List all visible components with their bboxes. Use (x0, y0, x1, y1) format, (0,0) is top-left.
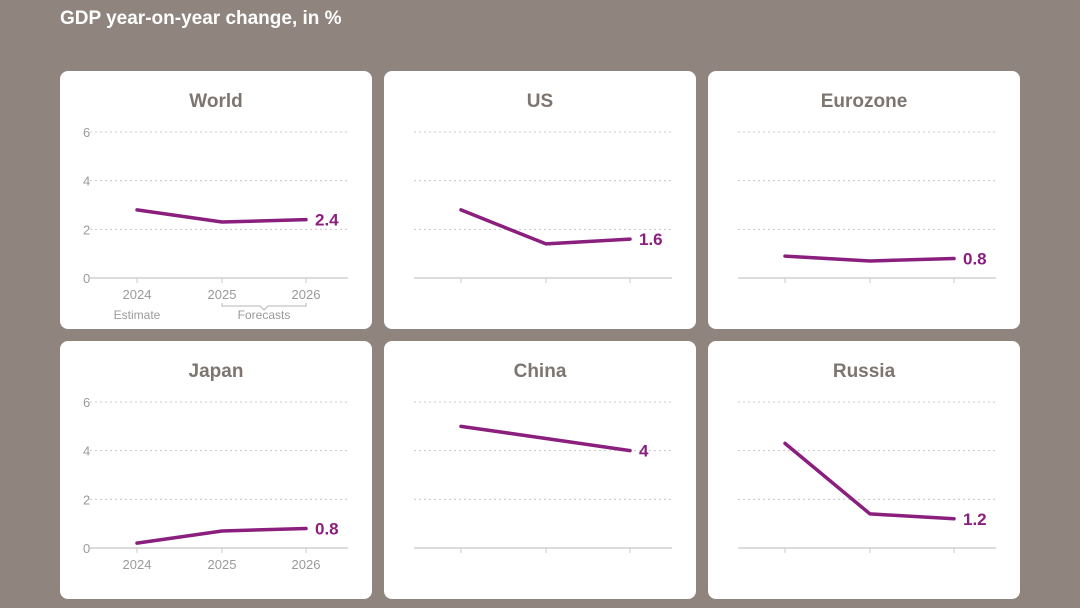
chart-title: Eurozone (820, 91, 908, 112)
chart-svg: 4 (414, 401, 672, 553)
chart-panel-china: China 4 (384, 341, 696, 599)
y-tick-label: 0 (83, 541, 90, 556)
y-tick-label: 6 (83, 395, 90, 410)
forecasts-annotation: Forecasts (238, 308, 291, 322)
end-value-label: 0.8 (963, 250, 987, 269)
chart-svg: 1.2 (738, 401, 996, 553)
y-tick-label: 4 (83, 444, 90, 459)
chart-title: Japan (188, 361, 244, 382)
x-tick-label: 2025 (208, 287, 237, 302)
end-value-label: 1.2 (963, 510, 987, 529)
chart-panel-world: World 0 2 4 6 2024 2025 2026 Estimate Forecasts 2… (60, 71, 372, 329)
chart-panel-eurozone: Eurozone 0.8 (708, 71, 1020, 329)
series-line (135, 526, 308, 545)
chart-svg: 0 2 4 6 2024 2025 2026 Estimate Forecasts 2.4 (83, 125, 348, 322)
y-tick-label: 6 (83, 125, 90, 140)
chart-panel-us: US 1.6 (384, 71, 696, 329)
y-tick-label: 2 (83, 222, 90, 237)
end-value-label: 2.4 (315, 211, 339, 230)
chart-title: China (513, 361, 567, 382)
chart-svg: 0.8 (738, 131, 996, 283)
series-line (783, 441, 956, 521)
chart-svg: 1.6 (414, 131, 672, 283)
chart-svg: 0 2 4 6 2024 2025 2026 0.8 (83, 395, 348, 572)
x-tick-label: 2024 (123, 557, 152, 572)
x-tick-label: 2025 (208, 557, 237, 572)
page-title: GDP year-on-year change, in % (60, 8, 342, 29)
forecast-bracket (221, 303, 307, 311)
y-tick-label: 4 (83, 174, 90, 189)
estimate-annotation: Estimate (114, 308, 161, 322)
chart-title: World (189, 91, 243, 112)
chart-title: Russia (832, 361, 896, 382)
series-line (783, 254, 956, 263)
chart-panel-japan: Japan 0 2 4 6 2024 2025 2026 0.8 (60, 341, 372, 599)
end-value-label: 0.8 (315, 520, 339, 539)
end-value-label: 1.6 (639, 230, 663, 249)
x-tick-label: 2026 (292, 557, 321, 572)
chart-panel-russia: Russia 1.2 (708, 341, 1020, 599)
series-line (135, 208, 308, 224)
y-tick-label: 2 (83, 492, 90, 507)
x-tick-label: 2024 (123, 287, 152, 302)
x-tick-label: 2026 (292, 287, 321, 302)
series-line (459, 208, 632, 246)
series-line (459, 424, 632, 453)
chart-title: US (526, 91, 554, 112)
y-tick-label: 0 (83, 271, 90, 286)
end-value-label: 4 (639, 442, 649, 461)
